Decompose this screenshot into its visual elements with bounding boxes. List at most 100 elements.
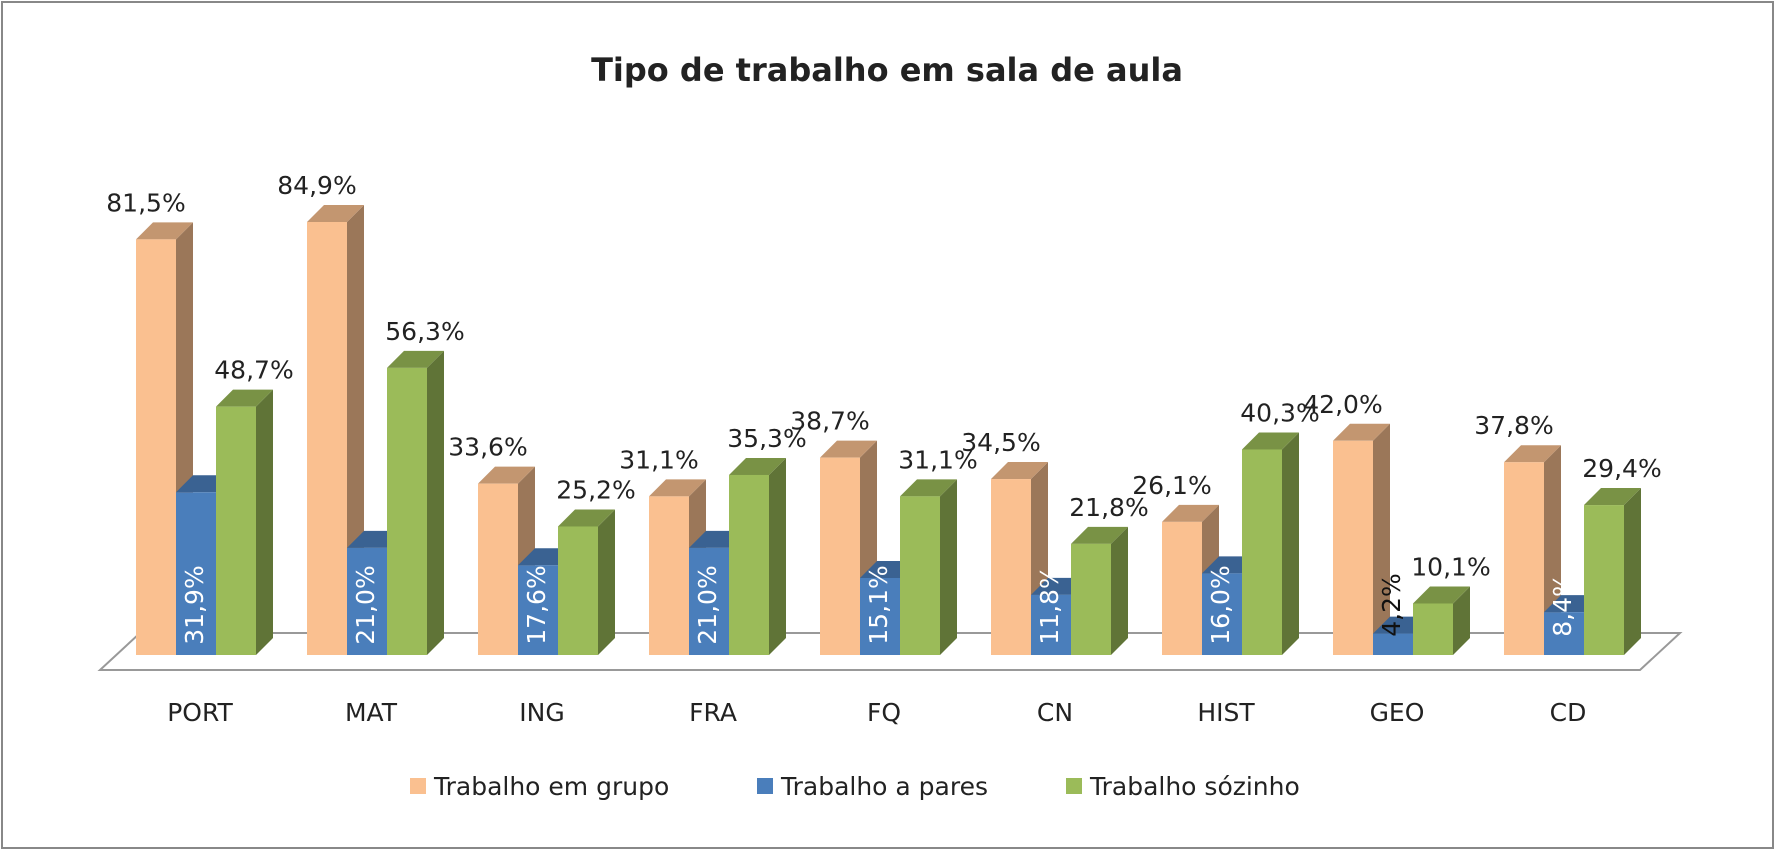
- bar-top: [136, 222, 193, 240]
- data-label: 17,6%: [522, 565, 551, 644]
- legend-label: Trabalho sózinho: [1089, 772, 1300, 801]
- bar-top: [558, 509, 615, 527]
- bar: [307, 222, 347, 655]
- data-label: 21,0%: [351, 565, 380, 644]
- data-label: 81,5%: [106, 188, 185, 217]
- x-tick-label: MAT: [345, 698, 398, 727]
- bar-top: [1162, 504, 1219, 522]
- x-tick-label: FQ: [867, 698, 901, 727]
- bar-top: [387, 350, 444, 368]
- bar-side: [1282, 432, 1299, 655]
- data-label: 84,9%: [277, 171, 356, 200]
- x-tick-label: FRA: [689, 698, 737, 727]
- bar: [729, 474, 769, 655]
- bar-side: [598, 509, 615, 655]
- bar-top: [478, 466, 535, 484]
- bar-top: [1242, 432, 1299, 450]
- data-label: 34,5%: [961, 428, 1040, 457]
- bar-top: [307, 205, 364, 222]
- bar: [1544, 612, 1584, 655]
- legend-swatch: [757, 778, 773, 794]
- bar: [136, 239, 176, 655]
- bar-top: [649, 479, 706, 497]
- bar: [1071, 543, 1111, 655]
- bar: [347, 547, 387, 655]
- data-label: 40,3%: [1240, 398, 1319, 427]
- data-label: 38,7%: [790, 407, 869, 436]
- bar: [558, 526, 598, 655]
- bar: [518, 565, 558, 655]
- legend-swatch: [1066, 778, 1082, 794]
- legend-swatch: [410, 778, 426, 794]
- x-tick-label: CN: [1037, 698, 1073, 727]
- data-label: 15,1%: [864, 565, 893, 644]
- bar: [176, 492, 216, 655]
- bar-top: [991, 462, 1048, 480]
- bar: [1031, 594, 1071, 655]
- bar: [820, 457, 860, 655]
- x-tick-label: GEO: [1370, 698, 1425, 727]
- x-tick-label: PORT: [167, 698, 233, 727]
- data-label: 37,8%: [1474, 411, 1553, 440]
- bar-top: [1071, 526, 1128, 544]
- legend-label: Trabalho a pares: [780, 772, 988, 801]
- bar-top: [1504, 445, 1561, 463]
- data-label: 35,3%: [727, 424, 806, 453]
- bar-top: [216, 389, 273, 407]
- bar: [1202, 573, 1242, 655]
- bar: [1242, 449, 1282, 655]
- x-tick-label: HIST: [1197, 698, 1255, 727]
- bar-side: [427, 350, 444, 655]
- bar: [689, 547, 729, 655]
- x-tick-label: ING: [519, 698, 564, 727]
- data-label: 16,0%: [1206, 565, 1235, 644]
- bar: [1162, 521, 1202, 655]
- bar: [478, 483, 518, 655]
- data-label: 21,8%: [1069, 493, 1148, 522]
- data-label: 11,8%: [1035, 565, 1064, 644]
- bar-side: [1111, 526, 1128, 655]
- bar-top: [900, 479, 957, 497]
- legend-label: Trabalho em grupo: [433, 772, 669, 801]
- data-label: 4,2%: [1377, 573, 1406, 637]
- bar: [1504, 462, 1544, 655]
- data-label: 21,0%: [693, 565, 722, 644]
- bar-top: [1413, 586, 1470, 604]
- data-label: 33,6%: [448, 433, 527, 462]
- data-label: 31,1%: [619, 445, 698, 474]
- bar: [387, 367, 427, 655]
- data-label: 31,1%: [898, 445, 977, 474]
- bar-side: [1624, 488, 1641, 655]
- bar: [1333, 440, 1373, 655]
- bar-side: [1453, 586, 1470, 655]
- bar: [649, 496, 689, 655]
- bar-top: [820, 440, 877, 458]
- data-label: 8,4%: [1548, 573, 1577, 637]
- data-label: 31,9%: [180, 565, 209, 644]
- data-label: 25,2%: [556, 475, 635, 504]
- bar: [1373, 633, 1413, 655]
- data-label: 56,3%: [385, 317, 464, 346]
- bar-top: [1584, 488, 1641, 506]
- data-label: 29,4%: [1582, 454, 1661, 483]
- chart-title: Tipo de trabalho em sala de aula: [591, 51, 1183, 89]
- bar-side: [1373, 423, 1390, 655]
- bar: [216, 406, 256, 655]
- bar-side: [256, 389, 273, 655]
- data-label: 48,7%: [214, 356, 293, 385]
- x-tick-label: CD: [1550, 698, 1587, 727]
- bar: [900, 496, 940, 655]
- bar-top: [729, 457, 786, 475]
- bar: [860, 577, 900, 655]
- bar-top: [1333, 423, 1390, 441]
- data-label: 42,0%: [1303, 390, 1382, 419]
- data-label: 26,1%: [1132, 471, 1211, 500]
- bar: [1584, 505, 1624, 655]
- bar-side: [769, 457, 786, 655]
- bar: [1413, 603, 1453, 655]
- bar-side: [940, 479, 957, 655]
- data-label: 10,1%: [1411, 552, 1490, 581]
